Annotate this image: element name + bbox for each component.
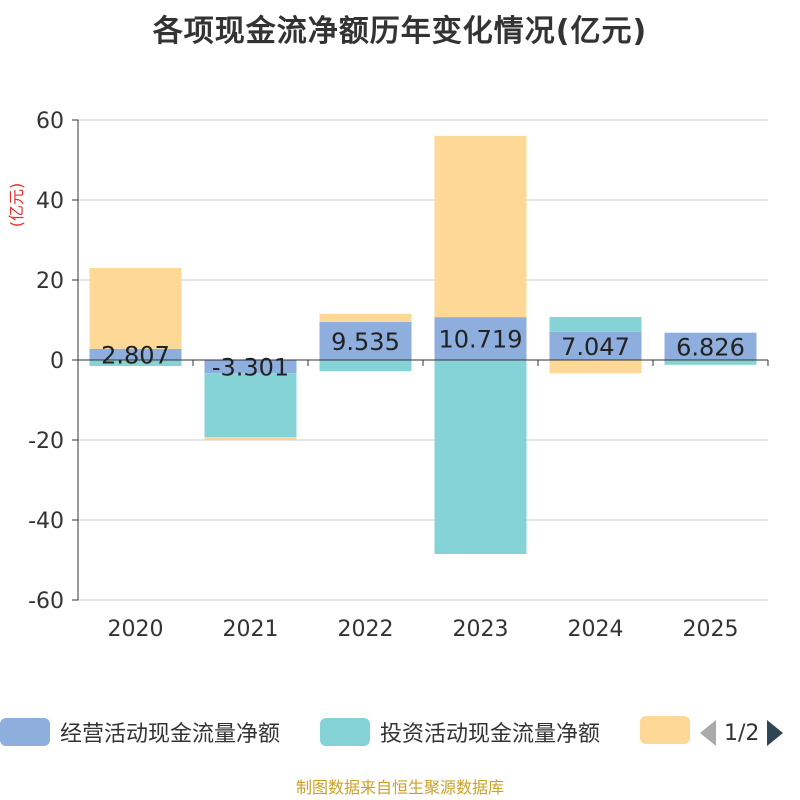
legend-item-investing[interactable]: 投资活动现金流量净额	[320, 716, 600, 748]
legend-swatch-investing	[320, 718, 370, 746]
x-tick-label: 2025	[683, 617, 739, 642]
legend: 经营活动现金流量净额 投资活动现金流量净额 1/2	[0, 716, 800, 756]
bar-2023-series-1	[434, 360, 527, 554]
bar-2022-series-1	[319, 360, 412, 372]
legend-label-investing: 投资活动现金流量净额	[380, 722, 601, 747]
data-label: -3.301	[212, 354, 289, 382]
legend-pager: 1/2	[700, 720, 784, 746]
data-labels: 2.807 -3.301 9.535 10.719 7.047 6.826	[101, 326, 745, 382]
legend-swatch-operating	[0, 718, 50, 746]
y-tick-label: 60	[36, 109, 64, 134]
bar-2023-series-0	[434, 317, 527, 360]
bar-2021-series-1	[204, 373, 297, 438]
x-tick-label: 2024	[568, 617, 624, 642]
bar-2020-series-0	[89, 348, 182, 360]
y-tick-label: -40	[28, 509, 64, 534]
bar-2020-series-1	[89, 360, 182, 366]
x-tick-label: 2021	[223, 617, 279, 642]
legend-item-operating[interactable]: 经营活动现金流量净额	[0, 716, 280, 748]
data-label: 9.535	[331, 328, 400, 356]
bars	[89, 135, 757, 554]
x-tick-label: 2020	[108, 617, 164, 642]
bar-2023-series-2	[434, 135, 527, 318]
x-tick-label: 2023	[453, 617, 509, 642]
legend-swatch-financing	[640, 716, 690, 744]
legend-label-operating: 经营活动现金流量净额	[60, 722, 281, 747]
bar-2022-series-2	[319, 313, 412, 322]
bar-2025-series-1	[664, 360, 757, 365]
bar-2022-series-0	[319, 321, 412, 360]
legend-page-indicator: 1/2	[724, 720, 760, 746]
legend-item-financing[interactable]	[640, 716, 700, 744]
bar-2024-series-1	[549, 317, 642, 332]
y-tick-label: 40	[36, 189, 64, 214]
data-label: 7.047	[561, 333, 630, 361]
y-tick-label: 0	[50, 349, 64, 374]
bar-2024-series-2	[549, 360, 642, 374]
data-label: 6.826	[676, 333, 745, 361]
legend-next-page-icon[interactable]	[767, 720, 784, 746]
y-tick-label: -20	[28, 429, 64, 454]
source-note: 制图数据来自恒生聚源数据库	[295, 778, 504, 797]
bar-2025-series-0	[664, 332, 757, 360]
bar-2021-series-2	[204, 437, 297, 440]
bar-2021-series-0	[204, 360, 297, 374]
axes: 60 40 20 0 -20 -40 -60 (亿元) 2020 2021 2022 2023 2024…	[7, 109, 769, 642]
data-label: 10.719	[439, 326, 523, 354]
x-tick-label: 2022	[338, 617, 394, 642]
y-tick-label: 20	[36, 269, 64, 294]
chart-title: 各项现金流净额历年变化情况(亿元)	[152, 14, 648, 49]
bar-2020-series-2	[89, 267, 182, 349]
y-axis-title: (亿元)	[7, 183, 26, 228]
y-tick-label: -60	[28, 589, 64, 614]
legend-prev-page-icon[interactable]	[700, 720, 716, 746]
data-label: 2.807	[101, 341, 170, 369]
bar-2024-series-0	[549, 331, 642, 360]
